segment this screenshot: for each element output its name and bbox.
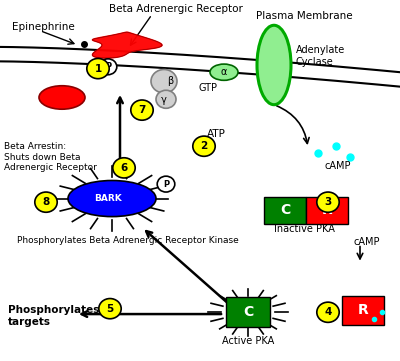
Text: C: C	[243, 305, 253, 319]
Text: 4: 4	[324, 307, 332, 317]
Text: Beta Adrenergic Receptor: Beta Adrenergic Receptor	[109, 4, 243, 14]
Circle shape	[99, 59, 117, 75]
Text: cAMP: cAMP	[354, 237, 380, 247]
Circle shape	[131, 100, 153, 120]
Ellipse shape	[68, 180, 156, 217]
Text: α: α	[221, 67, 227, 77]
Text: β: β	[167, 76, 173, 86]
Ellipse shape	[257, 25, 291, 105]
Text: 1: 1	[94, 64, 102, 74]
Text: R: R	[322, 203, 332, 217]
Circle shape	[99, 299, 121, 319]
Circle shape	[87, 58, 109, 79]
FancyBboxPatch shape	[306, 197, 348, 224]
Text: Phosphorylates
targets: Phosphorylates targets	[8, 305, 99, 327]
Text: P: P	[105, 62, 111, 71]
Text: ATP: ATP	[206, 129, 226, 139]
Ellipse shape	[156, 90, 176, 108]
Text: C: C	[280, 203, 290, 217]
FancyBboxPatch shape	[342, 296, 384, 325]
Circle shape	[157, 176, 175, 192]
Text: GTP: GTP	[198, 83, 218, 93]
Text: Adenylate
Cyclase: Adenylate Cyclase	[296, 45, 345, 67]
Text: cAMP: cAMP	[325, 161, 351, 171]
Ellipse shape	[39, 86, 85, 109]
Circle shape	[317, 302, 339, 322]
Circle shape	[317, 192, 339, 212]
Text: γ: γ	[161, 95, 167, 105]
Circle shape	[193, 136, 215, 156]
Text: 7: 7	[138, 105, 146, 115]
Text: 3: 3	[324, 197, 332, 207]
Text: 2: 2	[200, 141, 208, 151]
Text: Epinephrine: Epinephrine	[12, 22, 75, 32]
Text: R: R	[358, 304, 368, 317]
Text: Active PKA: Active PKA	[222, 336, 274, 346]
Text: BARK: BARK	[94, 194, 122, 203]
Text: 5: 5	[106, 304, 114, 314]
FancyBboxPatch shape	[264, 197, 306, 224]
Text: P: P	[163, 180, 169, 188]
Ellipse shape	[210, 64, 238, 80]
FancyBboxPatch shape	[226, 297, 270, 327]
Circle shape	[35, 192, 57, 212]
Text: Plasma Membrane: Plasma Membrane	[256, 11, 352, 21]
Circle shape	[113, 158, 135, 178]
Polygon shape	[92, 32, 162, 58]
Text: Beta Arrestin:
Shuts down Beta
Adrenergic Receptor: Beta Arrestin: Shuts down Beta Adrenergi…	[4, 142, 97, 172]
Text: 8: 8	[42, 197, 50, 207]
Text: Inactive PKA: Inactive PKA	[274, 224, 335, 234]
Text: 6: 6	[120, 163, 128, 173]
Ellipse shape	[151, 69, 177, 93]
Text: Phosphorylates Beta Adrenergic Receptor Kinase: Phosphorylates Beta Adrenergic Receptor …	[17, 236, 239, 244]
